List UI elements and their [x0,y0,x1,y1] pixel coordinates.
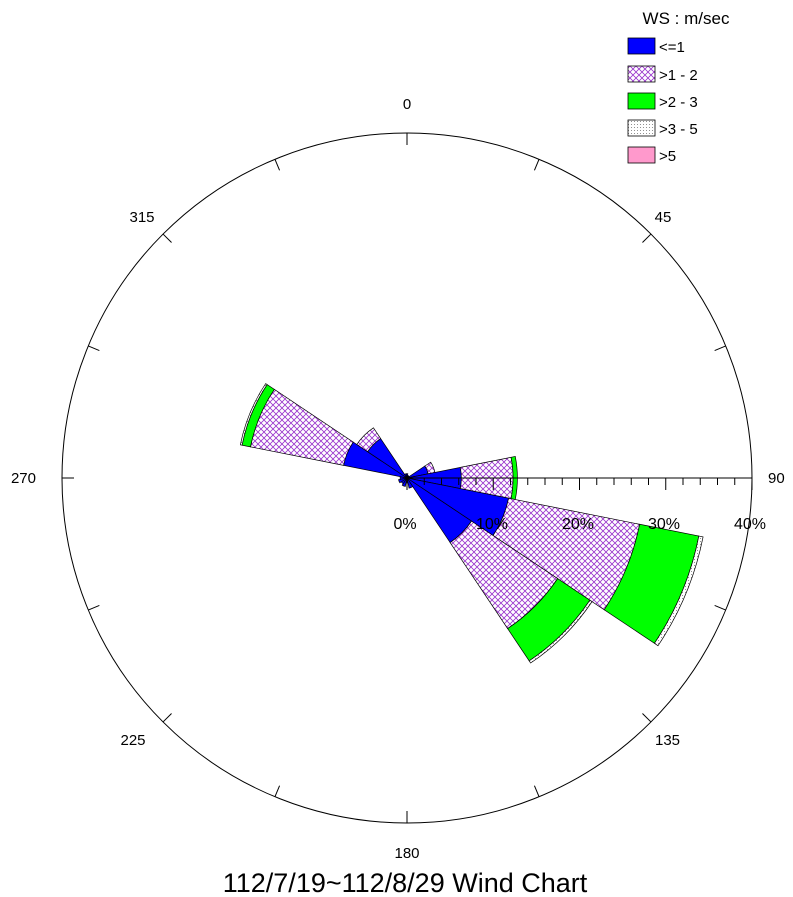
ring-tick-10 [162,713,172,723]
wind-sector-dir11-speed0 [398,477,408,484]
ring-tick-14 [162,233,172,243]
ring-tick-13 [88,345,100,352]
legend-swatch-4 [627,146,656,164]
direction-label-270: 270 [11,470,36,487]
legend-swatch-1 [627,65,656,83]
legend-swatch-0 [627,37,656,55]
direction-label-90: 90 [768,470,785,487]
wind-sector-dir6-speed3 [528,599,593,664]
wind-sectors [239,383,704,664]
legend-label-3: >3 - 5 [659,121,698,138]
wind-sector-dir13-speed3 [239,383,268,446]
legend-label-2: >2 - 3 [659,94,698,111]
direction-label-135: 135 [655,732,680,749]
ring-tick-11 [88,604,100,611]
ring-tick-9 [274,785,281,797]
radial-axis-ticks [406,478,753,490]
legend-label-4: >5 [659,148,676,165]
radial-tick-label-40: 40% [734,516,766,533]
radial-tick-label-30: 30% [648,516,680,533]
wind-sector-dir5-speed3 [653,535,704,647]
ring-tick-7 [533,785,540,797]
ring-ticks [62,133,752,823]
legend-swatch-2 [627,92,656,110]
radial-axis [406,477,753,490]
ring-tick-15 [274,159,281,171]
direction-label-225: 225 [120,732,145,749]
chart-title: 112/7/19~112/8/29 Wind Chart [223,868,588,897]
legend: WS : m/sec <=1 >1 - 2 >2 - 3 >3 - 5 >5 [627,9,730,165]
ring-tick-3 [714,345,726,352]
legend-label-0: <=1 [659,39,685,56]
legend-title: WS : m/sec [643,9,730,28]
ring-tick-2 [642,233,652,243]
wind-sector-dir7-speed0 [406,477,414,489]
ring-tick-5 [714,604,726,611]
ring-tick-1 [533,159,540,171]
direction-label-0: 0 [403,96,411,113]
legend-swatch-3 [627,119,656,137]
legend-label-1: >1 - 2 [659,67,698,84]
direction-label-45: 45 [655,209,672,226]
direction-label-180: 180 [394,845,419,862]
radial-tick-label-0: 0% [393,516,416,533]
wind-sector-dir15-speed0 [404,473,408,479]
direction-label-315: 315 [129,209,154,226]
ring-tick-6 [642,713,652,723]
radial-tick-label-10: 10% [476,516,508,533]
radial-tick-label-20: 20% [562,516,594,533]
wind-sector-dir14-speed1 [356,427,382,453]
